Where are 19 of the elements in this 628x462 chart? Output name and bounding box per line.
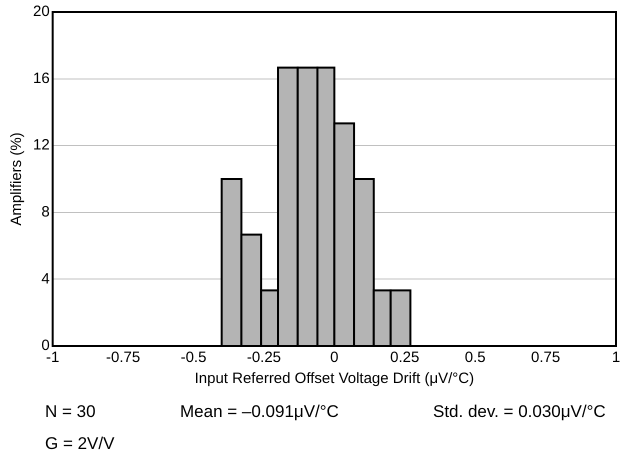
y-tick-label: 20 [32,3,50,20]
x-tick-label: -0.5 [180,349,206,366]
y-tick-label: 16 [32,70,50,87]
x-tick-label: 0.5 [464,349,486,366]
x-tick-label: -0.75 [106,349,140,366]
y-axis-title: Amplifiers (%) [8,132,26,226]
x-tick-label: 0 [330,349,339,366]
x-tick-label: 1 [612,349,620,366]
y-tick-label: 4 [41,270,50,288]
text: G = 2V/V [45,434,114,454]
x-tick-label: 0.75 [530,349,560,366]
y-tick-label: 8 [41,204,50,221]
text: Mean = –0.091μV/°C [180,402,339,422]
x-tick-label: -0.25 [246,349,282,366]
x-axis-title: Input Referred Offset Voltage Drift (μV/°C) [194,370,474,388]
text: Std. dev. = 0.030μV/°C [433,402,606,422]
x-tick-label: 0.25 [390,349,420,366]
text: N = 30 [45,402,96,422]
y-tick-label: 12 [32,136,50,154]
